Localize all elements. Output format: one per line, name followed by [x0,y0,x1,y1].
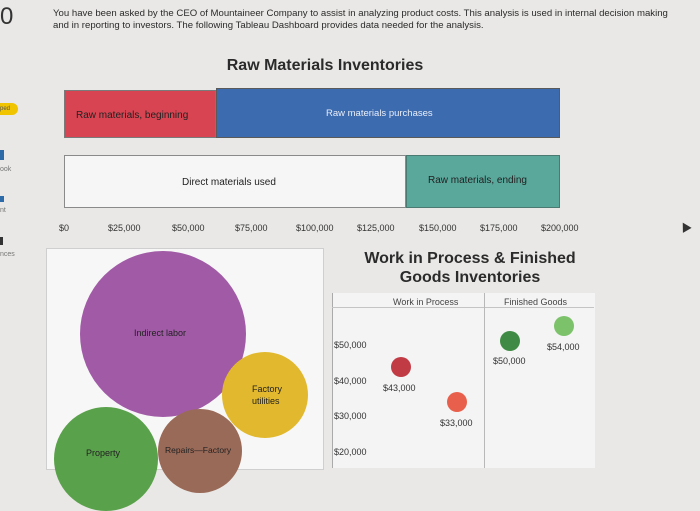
bubble-label-factory-utilities: Factory utilities [252,384,283,406]
bar-label-raw-beginning: Raw materials, beginning [76,110,189,121]
wip-fg-chart-panel [332,293,595,468]
bubble-indirect-labor[interactable] [80,251,246,417]
bar-label-raw-purchases: Raw materials purchases [326,108,433,119]
bubble-factory-utilities[interactable] [222,352,308,438]
bar-label-direct-used: Direct materials used [182,177,276,188]
point-label-fg-ending: $54,000 [547,342,580,352]
mouse-cursor-icon [678,220,692,233]
question-number: 0 [0,3,14,30]
sidebar-badge[interactable]: ped [0,103,18,115]
bar-raw-materials-purchases[interactable] [216,88,560,138]
axis-tick: $150,000 [419,223,457,233]
sidebar-marker-3 [0,237,3,245]
y-axis-tick: $50,000 [334,340,367,350]
bubble-property[interactable] [54,407,158,511]
wip-fg-title: Work in Process & Finished Goods Invento… [364,250,576,286]
bar-label-raw-ending: Raw materials, ending [428,175,527,186]
point-wip-ending[interactable] [447,392,467,412]
bubble-label-indirect-labor: Indirect labor [134,328,187,338]
point-label-wip-ending: $33,000 [440,418,473,428]
axis-tick: $200,000 [541,223,579,233]
y-axis-tick: $30,000 [334,411,367,421]
point-fg-ending[interactable] [554,316,574,336]
point-label-fg-beginning: $50,000 [493,356,526,366]
point-wip-beginning[interactable] [391,357,411,377]
bubble-label-repairs: Repairs—Factory [165,445,232,455]
point-label-wip-beginning: $43,000 [383,383,416,393]
y-axis-tick: $40,000 [334,376,367,386]
sidebar-item-references[interactable]: nces [0,251,15,258]
axis-tick: $100,000 [296,223,334,233]
bubble-label-property: Property [86,448,121,458]
bar-direct-materials-used[interactable] [64,155,406,208]
column-header-divider [332,307,594,308]
point-fg-beginning[interactable] [500,331,520,351]
question-intro: You have been asked by the CEO of Mounta… [53,8,668,31]
bar-raw-materials-beginning[interactable] [64,90,216,138]
sidebar-marker-2 [0,196,4,202]
dashboard-title: Raw Materials Inventories [226,57,424,74]
column-divider [484,293,485,468]
y-axis-tick: $20,000 [334,447,367,457]
axis-tick: $125,000 [357,223,395,233]
sidebar-marker-1 [0,150,4,160]
axis-tick: $25,000 [108,223,141,233]
axis-tick: $50,000 [172,223,205,233]
sidebar-item-ebook[interactable]: ook [0,166,12,173]
axis-tick: $175,000 [480,223,518,233]
column-header-wip: Work in Process [393,297,459,307]
column-header-fg: Finished Goods [504,297,568,307]
bar-raw-materials-ending[interactable] [406,155,560,208]
axis-tick: $75,000 [235,223,268,233]
axis-tick: $0 [59,223,70,233]
sidebar-item-print[interactable]: nt [0,207,6,214]
